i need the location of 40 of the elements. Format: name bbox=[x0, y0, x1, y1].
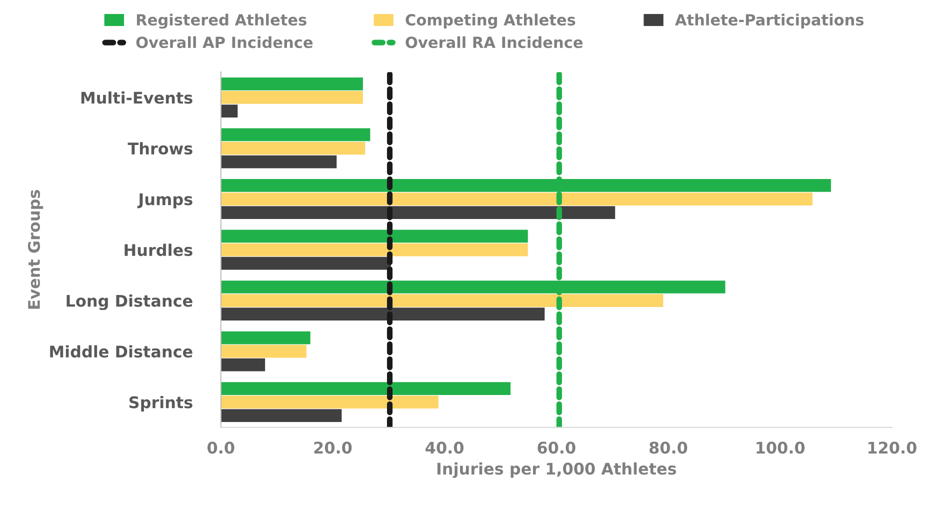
bar bbox=[220, 230, 528, 243]
legend-label: Overall AP Incidence bbox=[136, 36, 313, 48]
x-tick-label: 60.0 bbox=[538, 442, 576, 454]
y-tick-label: Middle Distance bbox=[50, 345, 192, 358]
bar bbox=[220, 91, 363, 104]
legend-label: Competing Athletes bbox=[406, 14, 576, 29]
bar bbox=[220, 243, 528, 256]
y-tick-label: Sprints bbox=[129, 396, 192, 412]
x-tick-label: 100.0 bbox=[756, 442, 805, 454]
y-tick-label: Jumps bbox=[137, 193, 192, 208]
bar bbox=[220, 192, 813, 206]
bar bbox=[220, 142, 366, 155]
bar bbox=[220, 155, 337, 168]
bar bbox=[220, 78, 363, 90]
x-tick-label: 0.0 bbox=[208, 442, 234, 454]
y-axis-title: Event Groups bbox=[28, 190, 44, 309]
x-tick-label: 40.0 bbox=[426, 442, 464, 454]
y-tick-label: Multi-Events bbox=[81, 91, 192, 104]
bar bbox=[220, 382, 511, 395]
legend-label: Registered Athletes bbox=[136, 14, 306, 29]
bar bbox=[220, 344, 306, 358]
bar bbox=[220, 256, 391, 270]
y-tick-label: Long Distance bbox=[66, 294, 192, 310]
y-tick-label: Throws bbox=[128, 142, 192, 155]
bar bbox=[220, 358, 266, 372]
bar bbox=[220, 308, 545, 321]
x-tick-label: 80.0 bbox=[650, 442, 688, 454]
bar bbox=[220, 104, 238, 118]
legend-label: Overall RA Incidence bbox=[406, 36, 583, 48]
y-tick-label: Hurdles bbox=[124, 244, 192, 256]
x-tick-label: 120.0 bbox=[868, 442, 916, 454]
bar bbox=[220, 409, 342, 422]
legend-label: Athlete-Participations bbox=[675, 14, 864, 29]
bar bbox=[220, 294, 664, 307]
x-tick-label: 20.0 bbox=[314, 442, 352, 454]
bar bbox=[220, 128, 370, 142]
x-axis-title: Injuries per 1,000 Athletes bbox=[437, 462, 676, 478]
bar bbox=[220, 331, 310, 344]
bar bbox=[220, 206, 616, 219]
bar bbox=[220, 396, 438, 408]
